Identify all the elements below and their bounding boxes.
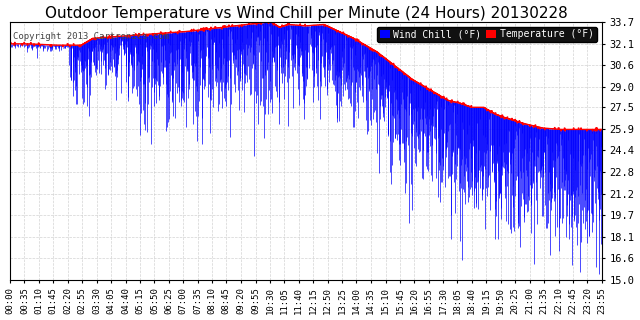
Text: Copyright 2013 Cartronics.com: Copyright 2013 Cartronics.com <box>13 32 169 41</box>
Legend: Wind Chill (°F), Temperature (°F): Wind Chill (°F), Temperature (°F) <box>377 27 597 43</box>
Title: Outdoor Temperature vs Wind Chill per Minute (24 Hours) 20130228: Outdoor Temperature vs Wind Chill per Mi… <box>45 5 567 20</box>
